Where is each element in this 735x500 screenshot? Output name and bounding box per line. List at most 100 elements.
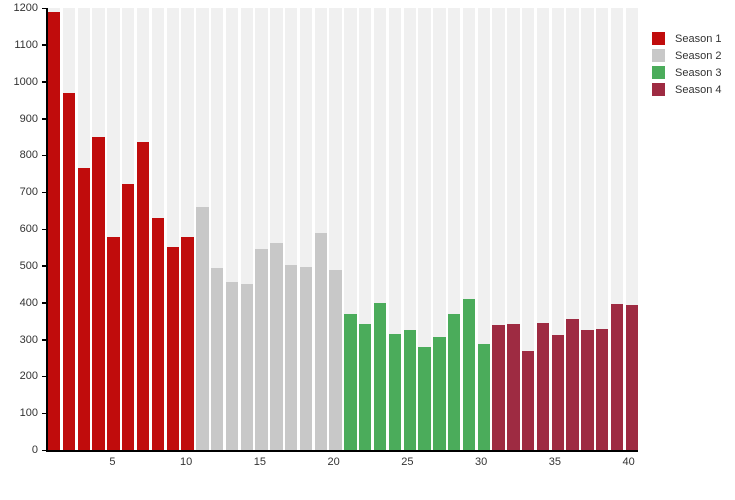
y-axis-label-400: 400 (19, 296, 38, 309)
x-axis-label-40: 40 (622, 456, 635, 468)
bar-slot-episode-16 (270, 8, 283, 450)
y-axis-label-800: 800 (19, 149, 38, 162)
bar-season-1-ep-7 (136, 142, 150, 450)
bar-season-2-ep-14 (240, 283, 253, 450)
bar-slot-episode-24 (388, 8, 402, 450)
y-axis-label-700: 700 (19, 186, 38, 199)
bar-season-3-ep-30 (477, 343, 490, 450)
bar-slot-episode-13 (225, 8, 239, 450)
bar-season-1-ep-3 (77, 167, 91, 450)
bar-season-2-ep-17 (285, 265, 298, 450)
bar-slot-episode-1 (48, 8, 61, 450)
x-axis-label-15: 15 (253, 456, 266, 468)
plot-area (46, 8, 639, 452)
y-axis-label-100: 100 (19, 407, 38, 420)
bar-slot-episode-5 (107, 8, 120, 450)
bar-slot-episode-19 (314, 8, 328, 450)
bar-season-4-ep-40 (625, 304, 639, 450)
bar-slot-episode-20 (329, 8, 342, 450)
bar-season-2-ep-15 (255, 249, 268, 450)
y-axis-label-900: 900 (19, 112, 38, 125)
bar-slot-episode-3 (77, 8, 91, 450)
bar-season-3-ep-25 (403, 330, 416, 450)
bar-slot-episode-18 (299, 8, 313, 450)
bar-season-1-ep-2 (62, 92, 76, 450)
legend-item-season-1: Season 1 (652, 32, 721, 45)
bar-slot-episode-30 (477, 8, 490, 450)
bar-slot-episode-32 (507, 8, 520, 450)
bar-season-2-ep-13 (225, 282, 239, 450)
bar-slot-episode-6 (122, 8, 135, 450)
legend: Season 1 Season 2 Season 3 Season 4 (652, 32, 721, 100)
x-axis-label-10: 10 (180, 456, 193, 468)
bar-slot-episode-9 (166, 8, 179, 450)
bar-slot-episode-15 (255, 8, 268, 450)
y-axis-label-0: 0 (31, 444, 38, 456)
y-axis-tick-200 (42, 375, 47, 378)
y-axis-tick-700 (42, 191, 47, 194)
bar-slot-episode-26 (418, 8, 431, 450)
x-axis-label-20: 20 (327, 456, 340, 468)
y-axis-label-1200: 1200 (13, 2, 38, 14)
bar-season-2-ep-16 (270, 243, 283, 450)
bar-slot-episode-34 (536, 8, 550, 450)
y-axis-tick-600 (42, 228, 47, 230)
bar-slot-episode-8 (151, 8, 165, 450)
y-axis-tick-100 (42, 412, 47, 415)
bar-season-4-ep-35 (551, 334, 565, 450)
bar-slot-episode-35 (551, 8, 565, 450)
bar-slot-episode-7 (136, 8, 150, 450)
bar-slot-episode-12 (210, 8, 224, 450)
bar-slot-episode-36 (566, 8, 579, 450)
legend-swatch-icon (652, 66, 665, 79)
y-axis-label-1100: 1100 (14, 38, 38, 51)
bar-season-3-ep-23 (373, 303, 387, 450)
bar-slot-episode-40 (625, 8, 639, 450)
bar-slot-episode-21 (344, 8, 357, 450)
bar-season-4-ep-36 (566, 319, 579, 450)
legend-label: Season 1 (675, 32, 722, 45)
legend-swatch-icon (652, 49, 665, 62)
x-axis-label-35: 35 (548, 456, 561, 468)
bar-season-4-ep-38 (596, 329, 609, 450)
bar-season-3-ep-27 (433, 337, 446, 450)
bar-season-3-ep-24 (388, 334, 402, 450)
bar-slot-episode-10 (181, 8, 194, 450)
y-axis-label-500: 500 (19, 259, 38, 272)
bar-slot-episode-27 (433, 8, 446, 450)
y-axis-label-1000: 1000 (13, 75, 38, 88)
bar-season-1-ep-8 (151, 217, 165, 450)
bar-slot-episode-29 (462, 8, 476, 450)
bar-slot-episode-11 (196, 8, 209, 450)
bar-season-2-ep-18 (299, 266, 313, 450)
bar-season-3-ep-28 (447, 313, 461, 450)
bar-slot-episode-14 (240, 8, 253, 450)
y-axis-tick-900 (42, 118, 47, 120)
bar-slot-episode-4 (92, 8, 105, 450)
bar-slot-episode-37 (581, 8, 594, 450)
y-axis-tick-300 (42, 339, 47, 341)
bar-backdrop-stripe (418, 8, 431, 450)
y-axis-label-200: 200 (19, 370, 38, 383)
bar-season-1-ep-1 (48, 11, 61, 450)
bar-season-2-ep-11 (196, 206, 209, 450)
bar-slot-episode-25 (403, 8, 416, 450)
bars-container (48, 8, 639, 450)
bar-season-3-ep-21 (344, 314, 357, 450)
legend-item-season-2: Season 2 (652, 49, 721, 62)
bar-season-3-ep-22 (359, 324, 372, 450)
y-axis-tick-500 (42, 265, 47, 267)
x-axis-label-30: 30 (475, 456, 488, 468)
bar-season-4-ep-34 (536, 322, 550, 450)
legend-label: Season 4 (675, 83, 722, 96)
y-axis-tick-400 (42, 302, 47, 304)
bar-season-1-ep-6 (122, 184, 135, 450)
legend-label: Season 2 (675, 49, 722, 62)
legend-swatch-icon (652, 32, 665, 45)
bar-season-1-ep-9 (166, 247, 179, 450)
bar-slot-episode-33 (522, 8, 535, 450)
y-axis-label-300: 300 (19, 333, 38, 346)
y-axis-label-600: 600 (19, 223, 38, 235)
bar-slot-episode-23 (373, 8, 387, 450)
